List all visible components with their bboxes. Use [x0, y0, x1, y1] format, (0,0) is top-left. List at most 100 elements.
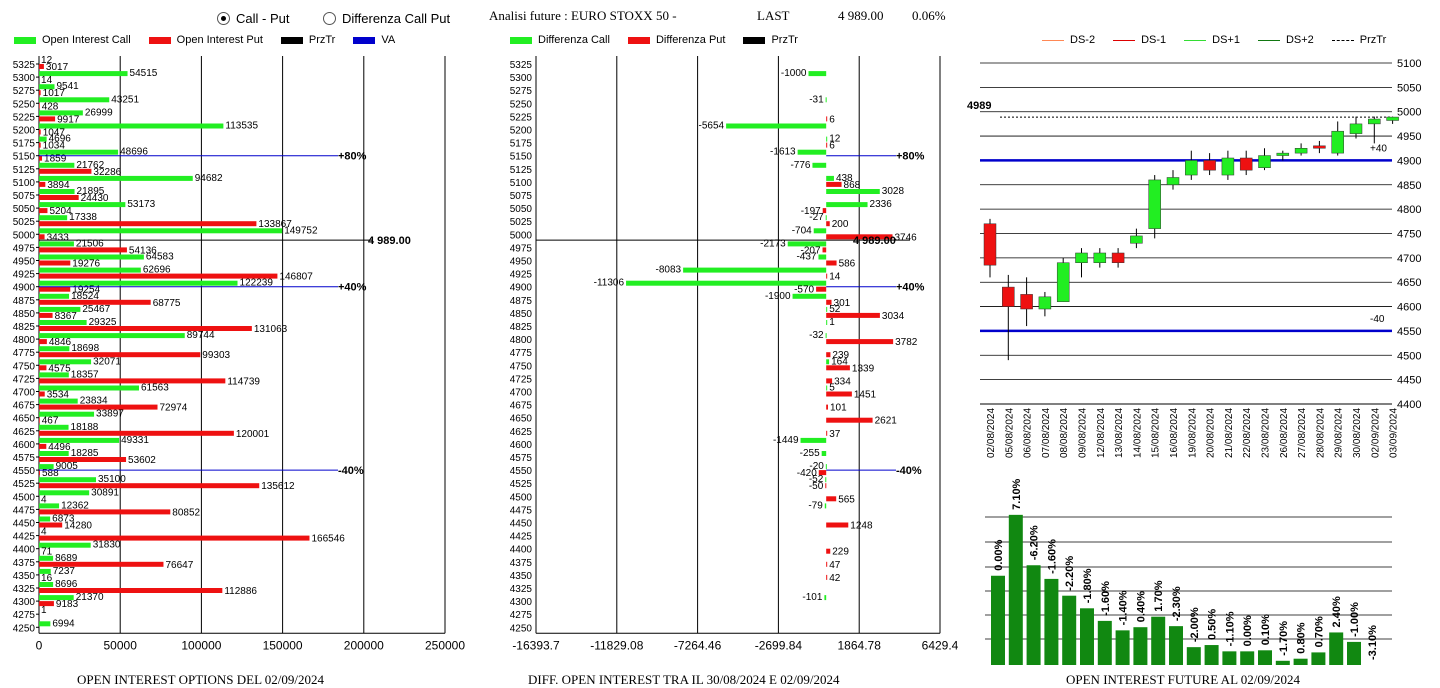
- diff-call-bar: [683, 268, 826, 273]
- candle-body: [1295, 148, 1307, 153]
- date-label: 16/08/2024: [1169, 408, 1180, 458]
- diff-put-bar: [826, 496, 836, 501]
- diff-put-label: 229: [832, 547, 849, 558]
- strike-label: 5075: [510, 191, 533, 202]
- call-bar: [39, 346, 69, 351]
- x-tick-label: 250000: [425, 638, 465, 652]
- put-bar: [39, 221, 256, 226]
- bar-value-label: -3.10%: [1367, 625, 1379, 660]
- bar-value-label: -1.40%: [1118, 590, 1130, 625]
- legend-item: Differenza Put: [628, 34, 726, 46]
- candle-body: [1057, 263, 1069, 302]
- strike-label: 5050: [13, 204, 36, 215]
- diff-call-label: -11306: [594, 278, 625, 289]
- x-tick-label: 150000: [263, 638, 303, 652]
- call-bar: [39, 372, 69, 377]
- call-value-label: 64583: [146, 252, 174, 263]
- diff-put-label: 334: [834, 376, 851, 387]
- diff-put-label: 200: [832, 219, 849, 230]
- call-value-label: 1: [41, 605, 47, 616]
- diff-call-label: -79: [808, 500, 823, 511]
- call-value-label: 30891: [91, 487, 119, 498]
- call-value-label: 33897: [96, 409, 124, 420]
- x-tick-label: -16393.7: [512, 638, 560, 652]
- date-label: 27/08/2024: [1297, 408, 1308, 458]
- call-value-label: 25467: [82, 304, 110, 315]
- put-bar: [39, 156, 42, 161]
- diff-put-bar: [826, 143, 827, 148]
- call-bar: [39, 621, 50, 626]
- diff-call-label: -8083: [656, 265, 682, 276]
- bar: [1009, 515, 1023, 665]
- strike-label: 4775: [510, 348, 533, 359]
- diff-put-label: 42: [829, 573, 841, 584]
- bar-value-label: 0.40%: [1135, 591, 1147, 622]
- put-bar: [39, 313, 53, 318]
- legend-line-icon: [1184, 40, 1206, 41]
- strike-label: 4250: [510, 623, 533, 634]
- radio-call-put[interactable]: Call - Put: [217, 11, 289, 26]
- diff-put-label: 47: [829, 560, 841, 571]
- strike-label: 4450: [13, 519, 36, 530]
- strike-label: 4875: [13, 296, 36, 307]
- call-value-label: 113535: [225, 121, 258, 132]
- radio-diff-call-put[interactable]: Differenza Call Put: [323, 11, 450, 26]
- va-label: +80%: [338, 151, 367, 163]
- bar-value-label: -6.20%: [1029, 525, 1041, 560]
- strike-label: 4325: [13, 584, 36, 595]
- diff-put-label: 1248: [850, 521, 873, 532]
- put-bar: [39, 116, 55, 121]
- diff-put-bar: [826, 339, 893, 344]
- diff-call-bar: [825, 477, 826, 482]
- diff-call-bar: [825, 503, 826, 508]
- diff-put-label: 6: [829, 141, 835, 152]
- put-bar: [39, 182, 45, 187]
- strike-label: 4975: [510, 243, 533, 254]
- put-value-label: 120001: [236, 429, 270, 440]
- diff-put-bar: [826, 261, 836, 266]
- price-label: 4989: [967, 100, 991, 112]
- diff-call-bar: [808, 71, 826, 76]
- candle-body: [1112, 253, 1124, 263]
- put-value-label: 9183: [56, 599, 79, 610]
- candle-body: [1185, 160, 1197, 175]
- radio-diff-label: Differenza Call Put: [342, 11, 450, 26]
- call-bar: [39, 294, 69, 299]
- strike-label: 5025: [13, 217, 36, 228]
- strike-label: 4400: [510, 545, 533, 556]
- date-label: 19/08/2024: [1187, 408, 1198, 458]
- strike-label: 4350: [13, 571, 36, 582]
- y-tick-label: 4400: [1397, 399, 1421, 411]
- put-bar: [39, 143, 41, 148]
- diff-call-label: -776: [790, 160, 810, 171]
- y-tick-label: 4900: [1397, 155, 1421, 167]
- strike-label: 4625: [13, 427, 36, 438]
- call-value-label: 89744: [187, 330, 215, 341]
- last-label: LAST: [757, 8, 790, 24]
- caption-middle: DIFF. OPEN INTEREST TRA IL 30/08/2024 E …: [528, 672, 839, 688]
- diff-call-bar: [826, 386, 827, 391]
- legend-label: PrzTr: [771, 34, 797, 46]
- bar: [1151, 617, 1165, 665]
- diff-put-bar: [825, 483, 826, 488]
- bar-value-label: 0.70%: [1313, 616, 1325, 647]
- call-bar: [39, 268, 141, 273]
- strike-label: 4950: [13, 257, 36, 268]
- diff-put-label: 3782: [895, 337, 918, 348]
- call-value-label: 21370: [76, 592, 104, 603]
- bar-value-label: -2.20%: [1064, 556, 1076, 591]
- diff-call-bar: [826, 97, 827, 102]
- va-label: -40%: [338, 465, 364, 477]
- bar: [1347, 642, 1361, 665]
- legend-swatch-icon: [743, 37, 765, 44]
- bar: [1187, 647, 1201, 665]
- bar-value-label: 1.70%: [1153, 580, 1165, 611]
- date-label: 30/08/2024: [1352, 408, 1363, 458]
- legend-item: DS-2: [1042, 34, 1095, 46]
- put-value-label: 112886: [224, 586, 257, 597]
- bar: [1222, 651, 1236, 665]
- diff-call-label: -255: [800, 448, 820, 459]
- legend-label: Differenza Call: [538, 34, 610, 46]
- strike-label: 4575: [510, 453, 533, 464]
